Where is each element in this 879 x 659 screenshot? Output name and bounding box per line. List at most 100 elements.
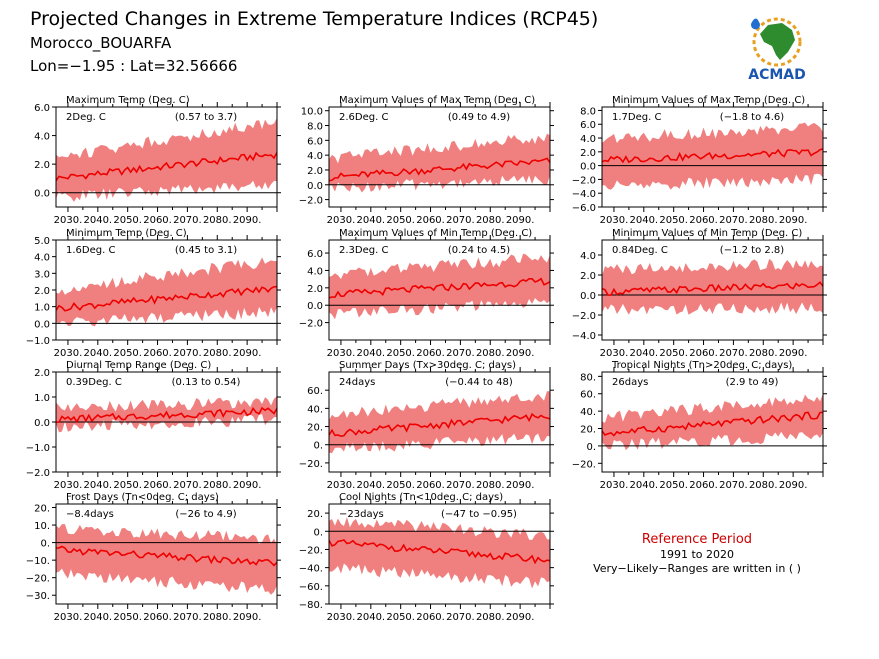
x-tick-label: 2050. (386, 480, 415, 491)
y-tick-label: 20. (580, 425, 596, 436)
x-tick-label: 2040. (356, 348, 385, 359)
y-tick-label: 20. (34, 504, 50, 515)
likely-range-band (329, 253, 550, 320)
y-tick-label: 60. (307, 386, 323, 397)
x-tick-label: 2090. (779, 215, 808, 226)
water-drop-icon (751, 18, 760, 30)
x-tick-label: 2050. (113, 480, 142, 491)
likely-range-label: (0.57 to 3.7) (175, 112, 237, 123)
y-tick-label: 1.0 (34, 303, 50, 314)
x-tick-label: 2030. (54, 612, 83, 623)
y-tick-label: 4.0 (580, 134, 596, 145)
y-tick-label: −20. (299, 459, 323, 470)
y-tick-label: 40. (307, 404, 323, 415)
change-value: 2.6Deg. C (339, 112, 388, 123)
x-tick-label: 2040. (83, 612, 112, 623)
y-tick-label: 6.0 (307, 136, 323, 147)
y-tick-label: 2.0 (34, 160, 50, 171)
median-line (56, 151, 277, 182)
plot-frame (601, 106, 824, 208)
y-tick-label: 4.0 (307, 266, 323, 277)
x-tick-label: 2070. (173, 612, 202, 623)
likely-range-band (56, 524, 277, 595)
x-tick-label: 2060. (689, 348, 718, 359)
chart-panel: −2.0 0.0 2.0 4.0 6.0 2030. 2040. 2050. 2060. 2070… (299, 228, 554, 359)
x-tick-label: 2070. (446, 215, 475, 226)
y-tick-label: 2.0 (307, 166, 323, 177)
y-tick-label: 4.0 (580, 251, 596, 262)
x-tick-label: 2070. (446, 348, 475, 359)
y-tick-label: 1.0 (34, 393, 50, 404)
x-tick-label: 2080. (476, 215, 505, 226)
y-tick-label: 10.0 (301, 107, 323, 118)
y-tick-label: −60. (299, 582, 323, 593)
likely-range-band (56, 396, 277, 433)
change-value: 26days (612, 377, 648, 388)
x-tick-label: 2030. (327, 612, 356, 623)
change-value: 1.6Deg. C (66, 245, 115, 256)
plot-frame (55, 106, 278, 208)
x-tick-label: 2040. (83, 215, 112, 226)
y-tick-label: 0. (313, 527, 323, 538)
y-tick-label: 5.0 (34, 236, 50, 247)
likely-range-label: (−47 to −0.95) (441, 509, 517, 520)
chart-panel: −1.0 0.0 1.0 2.0 3.0 4.0 5.0 2030. 2040. 2050. 206… (26, 228, 281, 359)
sun-rays-icon (752, 17, 802, 67)
x-tick-label: 2050. (386, 612, 415, 623)
y-tick-label: 6.0 (307, 249, 323, 260)
y-tick-label: 60. (580, 390, 596, 401)
x-tick-label: 2070. (173, 348, 202, 359)
chart-title: Frost Days (Tn<0deg. C; days) (66, 492, 219, 503)
y-tick-label: −20. (572, 459, 596, 470)
logo-text: ACMAD (748, 67, 806, 83)
median-line (602, 281, 823, 296)
x-tick-label: 2050. (659, 480, 688, 491)
x-tick-label: 2050. (113, 612, 142, 623)
likely-range-label: (−0.44 to 48) (445, 377, 513, 388)
y-tick-label: −2.0 (299, 319, 323, 330)
y-tick-label: −30. (26, 591, 50, 602)
x-tick-label: 2060. (416, 480, 445, 491)
x-tick-label: 2040. (356, 612, 385, 623)
x-tick-label: 2060. (143, 348, 172, 359)
y-tick-label: −2.0 (26, 468, 50, 479)
x-tick-label: 2090. (506, 480, 535, 491)
chart-title: Minimum Values of Max Temp (Deg. C) (612, 95, 805, 106)
plot-frame (328, 371, 551, 473)
y-tick-label: 0.0 (34, 319, 50, 330)
chart-title: Minimum Values of Min Temp (Deg. C) (612, 228, 802, 239)
change-value: 1.7Deg. C (612, 112, 661, 123)
x-tick-label: 2030. (327, 480, 356, 491)
plot-frame (328, 239, 551, 341)
chart-panel: −4.0 −2.0 0.0 2.0 4.0 2030. 2040. 2050. 2060. 207… (572, 228, 827, 359)
y-tick-label: −2.0 (572, 311, 596, 322)
x-tick-label: 2060. (689, 215, 718, 226)
chart-panel: −20. 0. 20. 40. 60. 2030. 2040. 2050. 2060. 2070.… (299, 360, 554, 491)
y-tick-label: 8.0 (307, 122, 323, 133)
x-tick-label: 2070. (173, 480, 202, 491)
x-tick-label: 2060. (416, 215, 445, 226)
x-tick-label: 2090. (233, 348, 262, 359)
y-tick-label: 0.0 (34, 418, 50, 429)
x-tick-label: 2050. (113, 348, 142, 359)
x-tick-label: 2080. (476, 480, 505, 491)
x-tick-label: 2080. (203, 480, 232, 491)
x-tick-label: 2090. (506, 612, 535, 623)
likely-range-label: (−1.2 to 2.8) (720, 245, 784, 256)
x-tick-label: 2030. (54, 480, 83, 491)
y-tick-label: −2.0 (572, 175, 596, 186)
median-line (329, 412, 550, 438)
chart-title: Maximum Temp (Deg. C) (66, 95, 190, 106)
chart-title: Minimum Temp (Deg. C) (66, 228, 187, 239)
likely-range-label: (0.49 to 4.9) (448, 112, 510, 123)
y-tick-label: 0. (313, 441, 323, 452)
likely-range-label: (0.24 to 4.5) (448, 245, 510, 256)
likely-range-label: (2.9 to 49) (726, 377, 779, 388)
change-value: 0.39Deg. C (66, 377, 122, 388)
y-tick-label: 4.0 (34, 253, 50, 264)
x-tick-label: 2090. (506, 215, 535, 226)
x-tick-label: 2040. (356, 215, 385, 226)
median-line (56, 545, 277, 567)
x-tick-label: 2040. (83, 480, 112, 491)
